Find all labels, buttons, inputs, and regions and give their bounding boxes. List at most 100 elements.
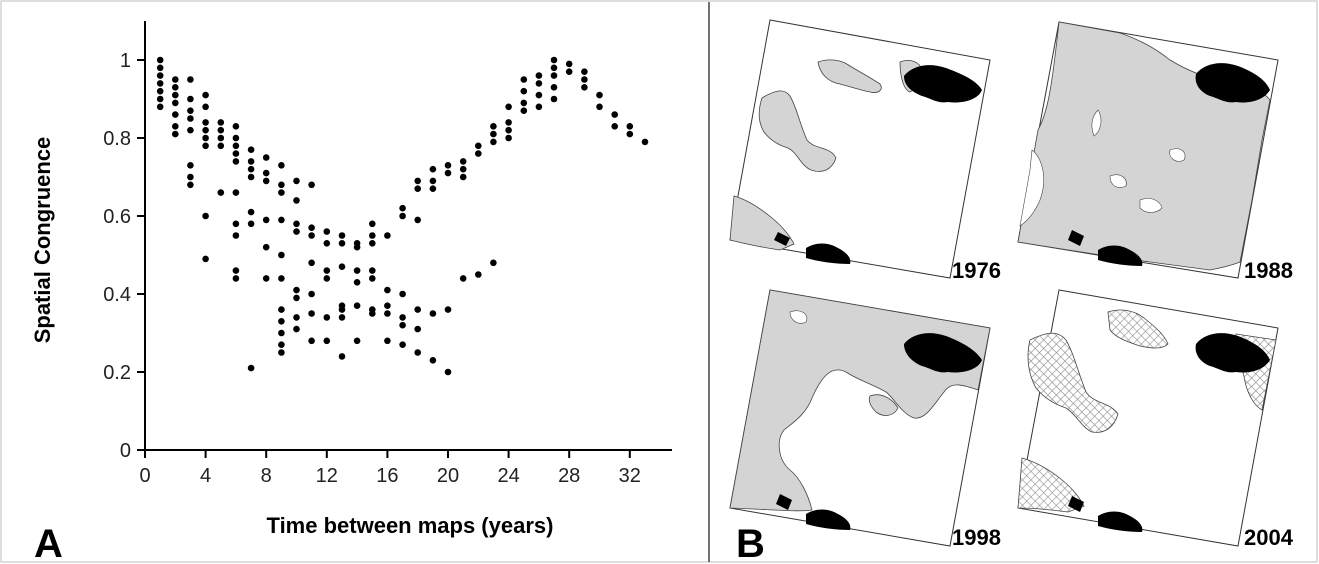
scatter-point bbox=[459, 158, 467, 165]
scatter-point bbox=[308, 310, 315, 317]
lake bbox=[774, 232, 790, 246]
lake bbox=[1195, 63, 1270, 103]
scatter-point bbox=[384, 310, 391, 317]
scatter-point bbox=[156, 56, 164, 64]
panel-b: 1976 1988 1998 bbox=[729, 19, 1294, 564]
scatter-point bbox=[232, 134, 240, 142]
scatter-point bbox=[384, 286, 391, 294]
scatter-point bbox=[353, 302, 361, 310]
scatter-point bbox=[202, 91, 209, 99]
scatter-point bbox=[414, 349, 422, 356]
scatter-point bbox=[414, 306, 422, 313]
map-year-label: 1976 bbox=[952, 258, 1001, 283]
scatter-point bbox=[217, 189, 225, 196]
scatter-point bbox=[399, 290, 406, 298]
scatter-point bbox=[444, 306, 452, 313]
scatter-point bbox=[247, 364, 255, 372]
scatter-point bbox=[414, 177, 422, 185]
scatter-point bbox=[262, 216, 270, 224]
map-year-label: 2004 bbox=[1244, 525, 1294, 550]
scatter-point bbox=[475, 150, 482, 157]
map-1998: 1998 bbox=[729, 289, 1001, 550]
y-tick-label: 0.8 bbox=[103, 128, 131, 150]
scatter-point bbox=[459, 275, 467, 282]
scatter-point bbox=[172, 123, 179, 130]
scatter-point bbox=[232, 232, 240, 239]
scatter-point bbox=[338, 240, 346, 247]
scatter-point bbox=[399, 212, 406, 220]
scatter-point bbox=[369, 220, 376, 228]
scatter-point bbox=[475, 142, 482, 150]
scatter-point bbox=[353, 243, 361, 251]
scatter-point bbox=[338, 263, 346, 271]
scatter-point bbox=[172, 91, 179, 99]
lake bbox=[806, 243, 851, 264]
scatter-point bbox=[399, 321, 406, 329]
scatter-point bbox=[278, 341, 285, 349]
scatter-point bbox=[384, 337, 391, 345]
scatter-point bbox=[262, 275, 270, 282]
y-axis-label: Spatial Congruence bbox=[30, 137, 55, 344]
scatter-point bbox=[293, 314, 300, 321]
scatter-point bbox=[535, 91, 543, 99]
scatter-point bbox=[187, 95, 194, 103]
scatter-point bbox=[308, 259, 315, 267]
scatter-point bbox=[444, 368, 452, 376]
map-year-label: 1998 bbox=[952, 525, 1001, 550]
scatter-point bbox=[308, 337, 315, 345]
scatter-points bbox=[156, 56, 649, 376]
scatter-point bbox=[247, 165, 255, 173]
scatter-point bbox=[369, 310, 376, 317]
map-1976: 1976 bbox=[729, 19, 1001, 283]
x-axis-label: Time between maps (years) bbox=[267, 513, 554, 538]
scatter-point bbox=[323, 228, 331, 235]
scatter-point bbox=[338, 232, 346, 239]
x-tick-label: 20 bbox=[437, 465, 459, 487]
scatter-point bbox=[217, 134, 225, 142]
scatter-point bbox=[520, 87, 528, 95]
y-tick-label: 0 bbox=[120, 440, 131, 462]
scatter-point bbox=[338, 353, 346, 360]
scatter-point bbox=[156, 64, 164, 72]
scatter-point bbox=[535, 80, 543, 87]
scatter-point bbox=[172, 76, 179, 83]
land-region bbox=[868, 394, 899, 416]
scatter-point bbox=[338, 314, 346, 321]
scatter-point bbox=[399, 204, 406, 212]
scatter-point bbox=[278, 216, 285, 224]
scatter-point bbox=[156, 87, 164, 95]
y-tick-label: 0.6 bbox=[103, 206, 131, 228]
scatter-point bbox=[293, 228, 300, 235]
scatter-point bbox=[202, 142, 209, 150]
panel-a-label: A bbox=[34, 522, 63, 564]
lake bbox=[904, 65, 982, 103]
scatter-point bbox=[414, 216, 422, 224]
scatter-point bbox=[369, 240, 376, 247]
x-tick-label: 4 bbox=[200, 465, 211, 487]
scatter-point bbox=[232, 150, 240, 157]
map-year-label: 1988 bbox=[1244, 258, 1293, 283]
scatter-point bbox=[172, 84, 179, 91]
scatter-point bbox=[232, 123, 240, 130]
y-tick-label: 0.4 bbox=[103, 284, 131, 306]
lake bbox=[1068, 230, 1084, 246]
scatter-point bbox=[172, 130, 179, 138]
scatter-point bbox=[293, 325, 300, 333]
scatter-point bbox=[323, 314, 331, 321]
scatter-point bbox=[247, 158, 255, 165]
scatter-point bbox=[278, 181, 285, 189]
scatter-point bbox=[565, 68, 573, 75]
scatter-point bbox=[565, 60, 573, 68]
scatter-point bbox=[626, 123, 634, 130]
scatter-point bbox=[550, 64, 558, 72]
scatter-point bbox=[353, 337, 361, 345]
scatter-point bbox=[581, 68, 588, 75]
scatter-point bbox=[369, 232, 376, 239]
scatter-point bbox=[369, 275, 376, 282]
scatter-point bbox=[293, 286, 300, 294]
scatter-point bbox=[156, 103, 164, 111]
clearing bbox=[789, 310, 808, 324]
x-tick-label: 32 bbox=[619, 465, 641, 487]
scatter-point bbox=[217, 126, 225, 134]
